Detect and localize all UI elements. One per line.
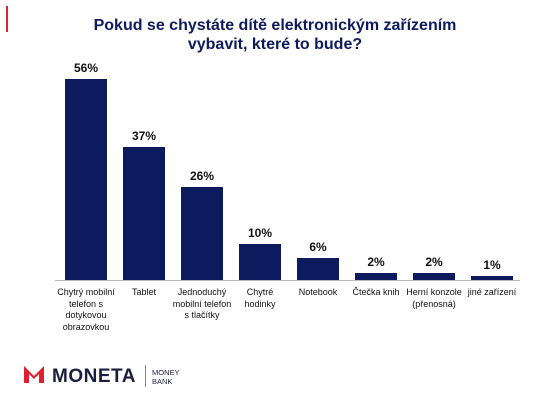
value-label: 26% [189,168,215,183]
bar [65,79,107,280]
logo-divider [145,365,146,387]
x-tick-label: Chytré hodinky [244,287,276,309]
value-label: 37% [131,129,157,144]
x-tick-label: Tablet [131,287,157,297]
x-tick-label: Chytrý mobilní telefon s dotykovou obraz… [57,287,115,332]
accent-line [6,6,8,32]
bar [181,186,223,280]
bar [471,276,513,280]
x-tick-label: Notebook [298,287,338,297]
x-tick-label: Jednoduchý mobilní telefon s tlačítky [172,287,232,320]
bar [123,147,165,280]
x-tick-label: Herní konzole (přenosná) [406,287,462,309]
bar [413,272,455,280]
logo-sub: MONEY BANK [152,368,180,386]
value-label: 56% [73,61,99,75]
x-tick-label: jiné zařízení [467,287,517,297]
logo-icon [24,366,44,383]
x-tick-label: Čtečka knih [352,287,400,297]
value-label: 2% [425,254,443,269]
logo-name: MONETA [52,366,136,387]
value-label: 1% [483,258,501,273]
value-label: 6% [309,240,327,255]
value-label: 2% [367,254,385,269]
bar [239,244,281,280]
value-label: 10% [247,226,273,241]
bar [355,272,397,280]
chart-title: Pokud se chystáte dítě elektronickým zař… [93,17,457,53]
axis-line [55,280,520,281]
bar [297,258,339,280]
